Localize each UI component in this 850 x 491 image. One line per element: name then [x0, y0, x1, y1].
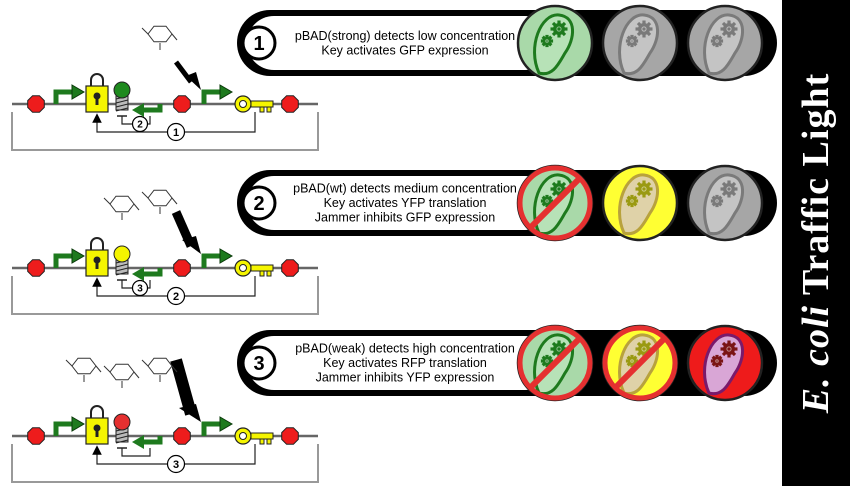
prohibited-slash: [527, 175, 583, 231]
arabinose-molecule-icon: [109, 363, 135, 381]
panel-text-line: Jammer inhibits GFP expression: [315, 211, 495, 225]
plasmid-backbone: [11, 444, 319, 483]
terminator-icon: [173, 427, 191, 445]
number-badge-label: 2: [137, 120, 143, 131]
gear-icon: [710, 34, 724, 48]
light-green: [516, 4, 594, 82]
sidebar-title-bar: E. coli Traffic Light: [782, 0, 850, 486]
light-yellow: [601, 324, 679, 402]
panel-text-pill: [247, 176, 552, 230]
gear-icon: [720, 180, 738, 198]
promoter-arrow-icon: [201, 421, 222, 436]
arabinose-molecule-icon: [147, 189, 173, 207]
panel-text-line: pBAD(strong) detects low concentration: [295, 29, 515, 43]
gear-icon: [635, 180, 653, 198]
gear-icon: [625, 34, 639, 48]
reverse-promoter-icon: [142, 104, 163, 113]
plasmid-backbone: [11, 276, 319, 315]
arabinose-arrow: [174, 60, 193, 84]
arabinose-arrow: [170, 358, 197, 416]
jammer-icon: [113, 413, 131, 431]
loop-number-badge: [166, 454, 186, 474]
gear-icon: [625, 354, 639, 368]
light-red: [686, 324, 764, 402]
terminator-icon: [281, 427, 299, 445]
terminator-icon: [281, 95, 299, 113]
title-italic: E. coli: [795, 304, 837, 414]
plasmid-backbone: [11, 112, 319, 151]
gear-icon: [550, 20, 568, 38]
promoter-arrow-icon: [53, 421, 74, 436]
promoter-arrow-icon: [201, 89, 222, 104]
title-rest: Traffic Light: [795, 72, 837, 296]
number-badge-label: 1: [173, 127, 179, 139]
step-number-badge: [241, 345, 277, 381]
number-badge-label: 3: [173, 459, 179, 471]
circuit-2: 23: [11, 189, 319, 315]
gear-icon: [710, 194, 724, 208]
prohibited-ring: [602, 325, 678, 401]
light-gray: [686, 4, 764, 82]
panel-text-line: Key activates GFP expression: [321, 43, 488, 57]
number-badge-label: 2: [173, 291, 179, 303]
arabinose-molecule-icon: [147, 25, 173, 43]
number-badge-label: 1: [253, 33, 264, 55]
inhibition-line: [121, 448, 151, 457]
circuit-1: 12: [11, 25, 319, 151]
light-gray: [686, 164, 764, 242]
inner-number-badge: [131, 115, 149, 133]
terminator-icon: [27, 95, 45, 113]
gear-icon: [720, 20, 738, 38]
terminator-icon: [27, 427, 45, 445]
light-green: [516, 164, 594, 242]
loop-number-badge: [166, 286, 186, 306]
promoter-arrow-icon: [53, 89, 74, 104]
gear-icon: [720, 340, 738, 358]
panel-text-line: pBAD(weak) detects high concentration: [295, 342, 515, 356]
gear-icon: [625, 194, 639, 208]
gear-icon: [540, 194, 554, 208]
prohibited-slash: [612, 335, 668, 391]
panel-text-line: Key activates YFP translation: [324, 196, 487, 210]
promoter-arrow-icon: [201, 253, 222, 268]
panel-text-pill: [247, 16, 552, 70]
arabinose-molecule-icon: [109, 195, 135, 213]
panel-text-line: pBAD(wt) detects medium concentration: [293, 182, 517, 196]
light-green: [516, 324, 594, 402]
step-number-badge: [241, 185, 277, 221]
prohibited-ring: [517, 165, 593, 241]
diagram-canvas: 1 pBAD(strong) detects low concentrationK…: [11, 4, 777, 483]
jammer-icon: [113, 245, 131, 263]
gear-icon: [710, 354, 724, 368]
terminator-icon: [27, 259, 45, 277]
prohibited-slash: [527, 335, 583, 391]
terminator-icon: [173, 259, 191, 277]
gear-icon: [635, 20, 653, 38]
number-badge-label: 3: [253, 353, 264, 375]
arabinose-molecule-icon: [71, 357, 97, 375]
inner-number-badge: [131, 279, 149, 297]
promoter-arrow-icon: [53, 253, 74, 268]
reverse-promoter-icon: [142, 436, 163, 445]
step-number-badge: [241, 25, 277, 61]
figure-title: E. coli Traffic Light: [794, 73, 838, 413]
jammer-icon: [113, 81, 131, 99]
number-badge-label: 2: [253, 193, 264, 215]
prohibited-ring: [517, 325, 593, 401]
terminator-icon: [281, 259, 299, 277]
gear-icon: [540, 34, 554, 48]
light-yellow: [601, 164, 679, 242]
panel-text-pill: [247, 336, 552, 390]
terminator-icon: [173, 95, 191, 113]
circuit-3: 3: [11, 357, 319, 483]
light-gray: [601, 4, 679, 82]
loop-number-badge: [166, 122, 186, 142]
number-badge-label: 3: [137, 284, 143, 295]
panel-text-line: Key activates RFP translation: [323, 356, 487, 370]
arabinose-molecule-icon: [147, 357, 173, 375]
reverse-promoter-icon: [142, 268, 163, 277]
panel-text-line: Jammer inhibits YFP expression: [316, 371, 495, 385]
